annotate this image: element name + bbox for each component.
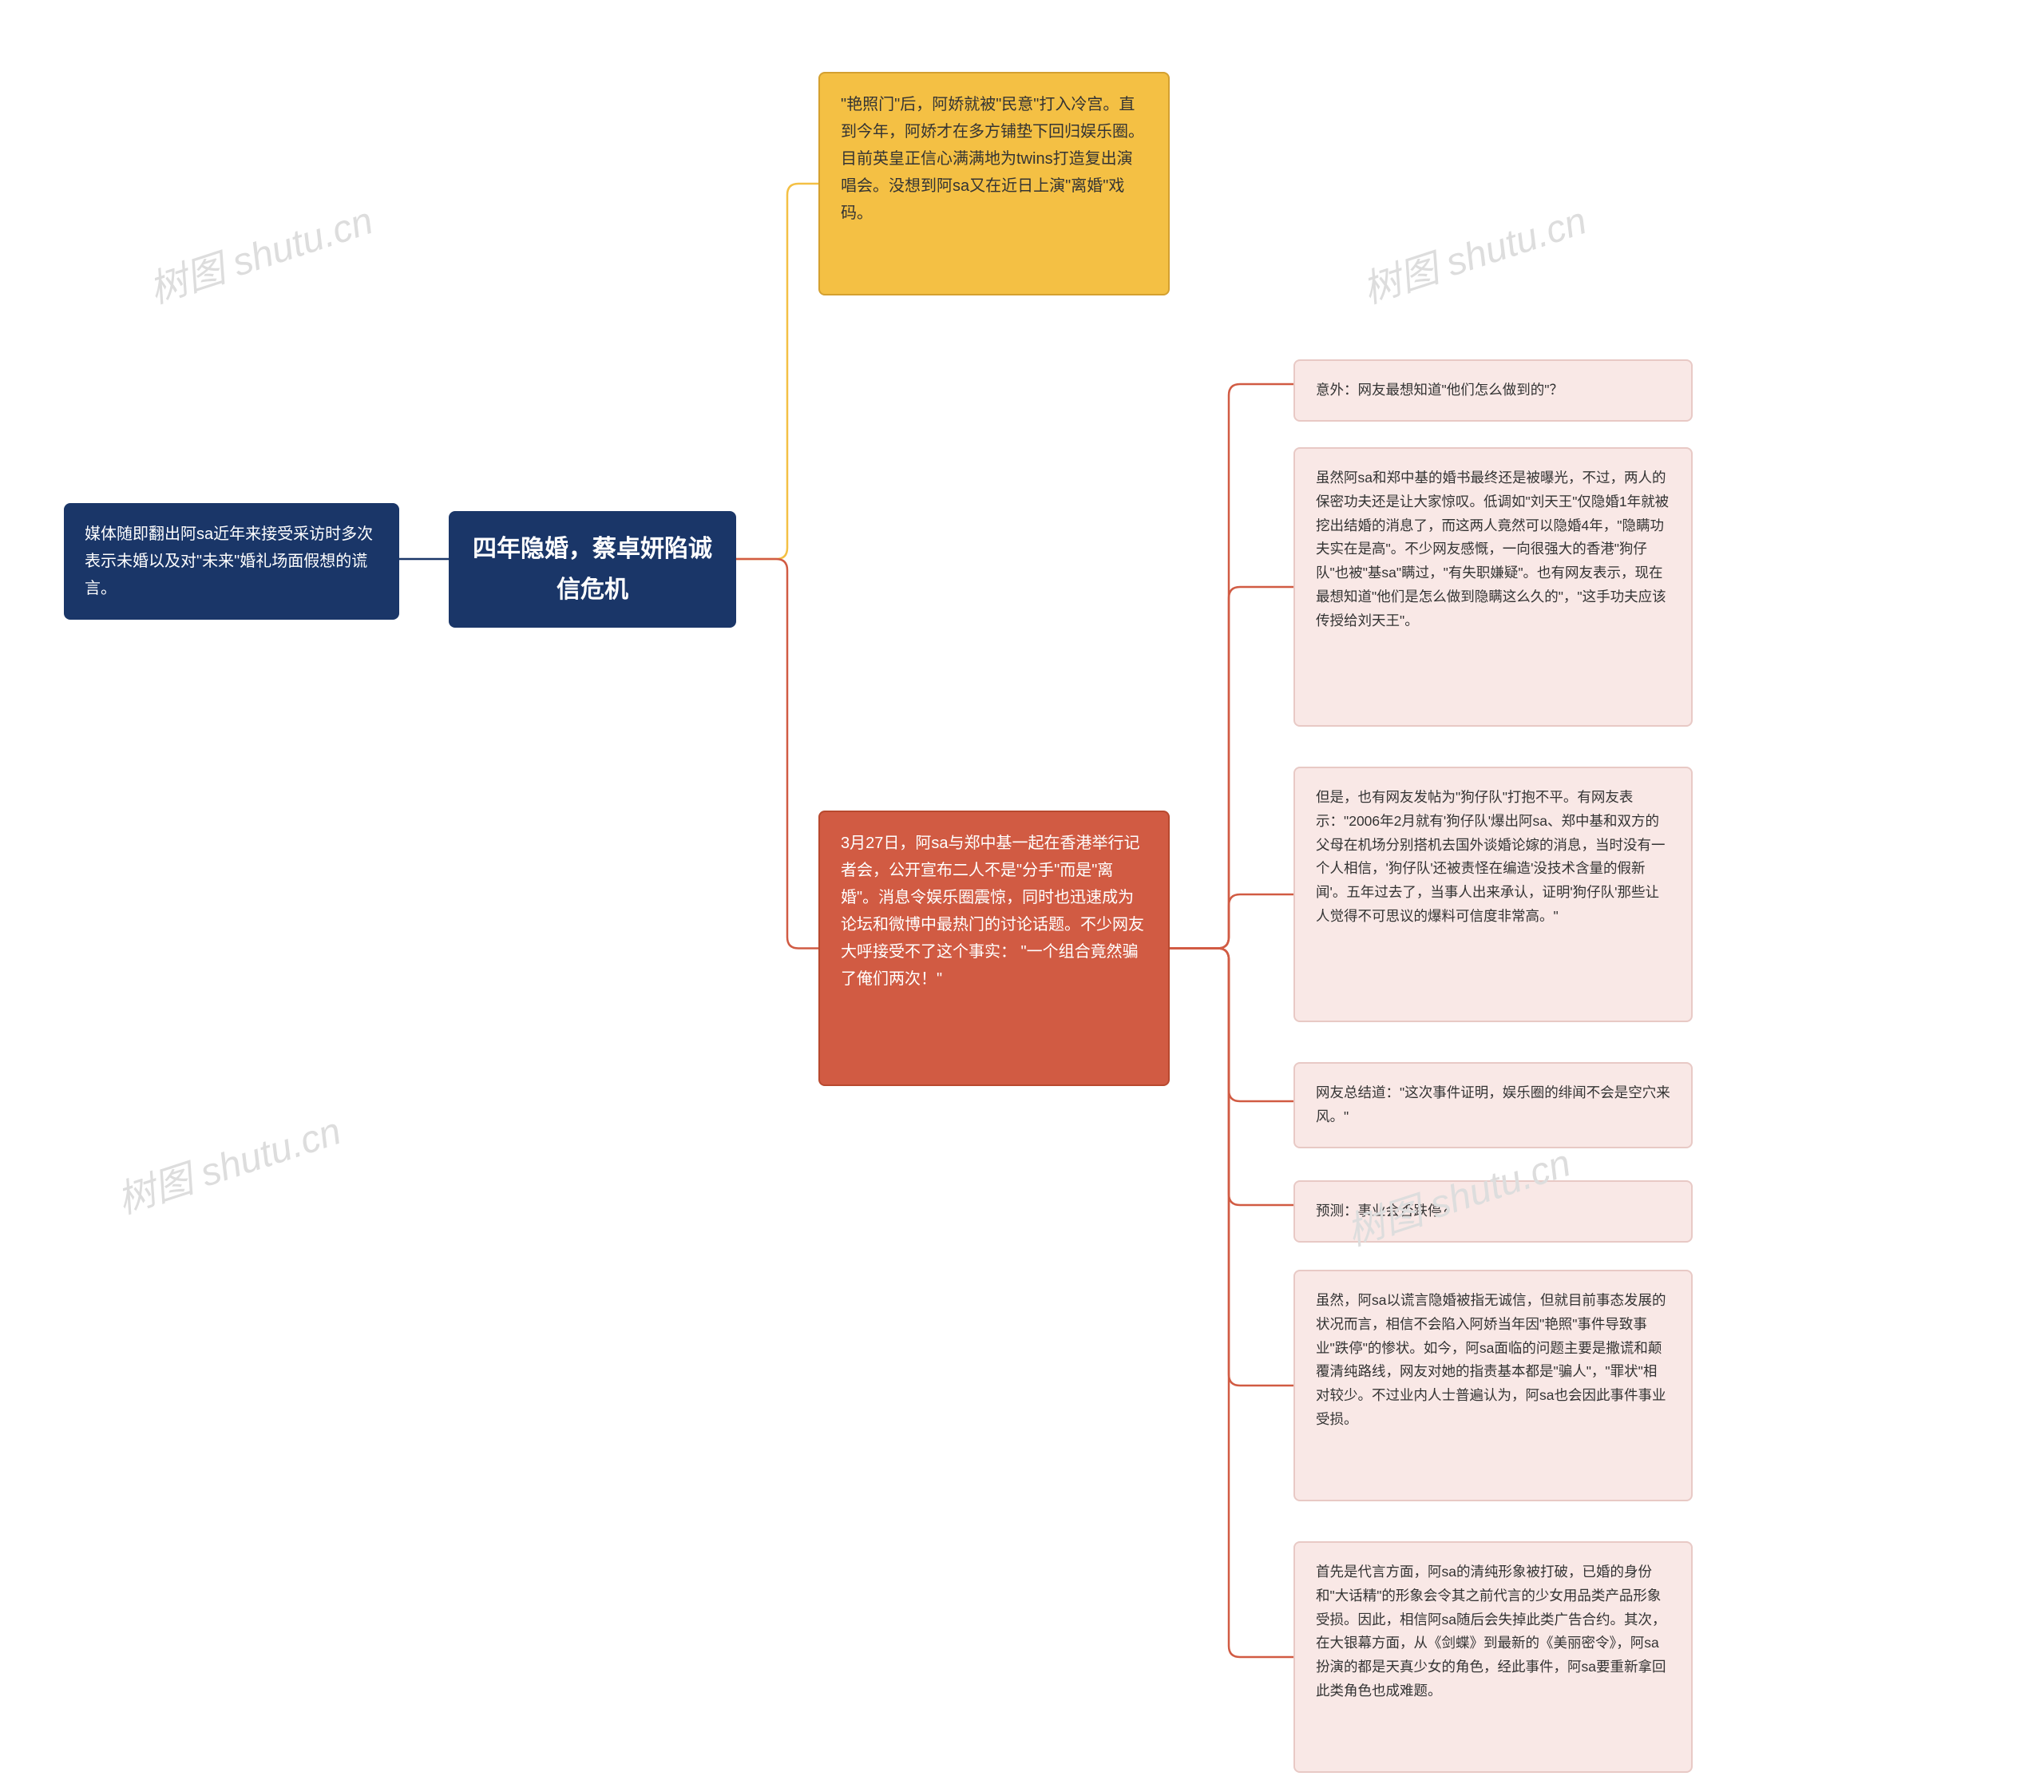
branch-node-0: "艳照门"后，阿娇就被"民意"打入冷宫。直到今年，阿娇才在多方铺垫下回归娱乐圈。… [818, 72, 1170, 295]
leaf-node-1-3: 网友总结道："这次事件证明，娱乐圈的绯闻不会是空穴来风。" [1293, 1062, 1693, 1148]
leaf-node-1-1: 虽然阿sa和郑中基的婚书最终还是被曝光，不过，两人的保密功夫还是让大家惊叹。低调… [1293, 447, 1693, 727]
watermark-1: 树图 shutu.cn [109, 1100, 347, 1224]
leaf-node-1-2: 但是，也有网友发帖为"狗仔队"打抱不平。有网友表示："2006年2月就有'狗仔队… [1293, 767, 1693, 1022]
watermark-2: 树图 shutu.cn [1354, 189, 1592, 314]
leaf-node-1-4: 预测：事业会否跌停？ [1293, 1180, 1693, 1243]
leaf-node-1-0: 意外：网友最想知道"他们怎么做到的"？ [1293, 359, 1693, 422]
leaf-node-1-6: 首先是代言方面，阿sa的清纯形象被打破，已婚的身份和"大话精"的形象会令其之前代… [1293, 1541, 1693, 1773]
branch-node-1: 3月27日，阿sa与郑中基一起在香港举行记者会，公开宣布二人不是"分手"而是"离… [818, 811, 1170, 1086]
root-node: 四年隐婚，蔡卓妍陷诚信危机 [449, 511, 736, 628]
leaf-node-1-5: 虽然，阿sa以谎言隐婚被指无诚信，但就目前事态发展的状况而言，相信不会陷入阿娇当… [1293, 1270, 1693, 1501]
watermark-0: 树图 shutu.cn [141, 189, 378, 314]
left-context-node: 媒体随即翻出阿sa近年来接受采访时多次表示未婚以及对"未来"婚礼场面假想的谎言。 [64, 503, 399, 620]
